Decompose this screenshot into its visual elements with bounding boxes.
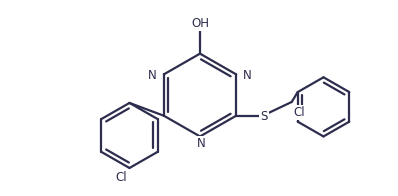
Text: N: N	[243, 69, 252, 82]
Text: S: S	[260, 110, 267, 123]
Text: N: N	[197, 137, 205, 150]
Text: N: N	[148, 69, 157, 82]
Text: Cl: Cl	[294, 106, 306, 119]
Text: Cl: Cl	[116, 171, 127, 184]
Text: OH: OH	[191, 17, 209, 30]
